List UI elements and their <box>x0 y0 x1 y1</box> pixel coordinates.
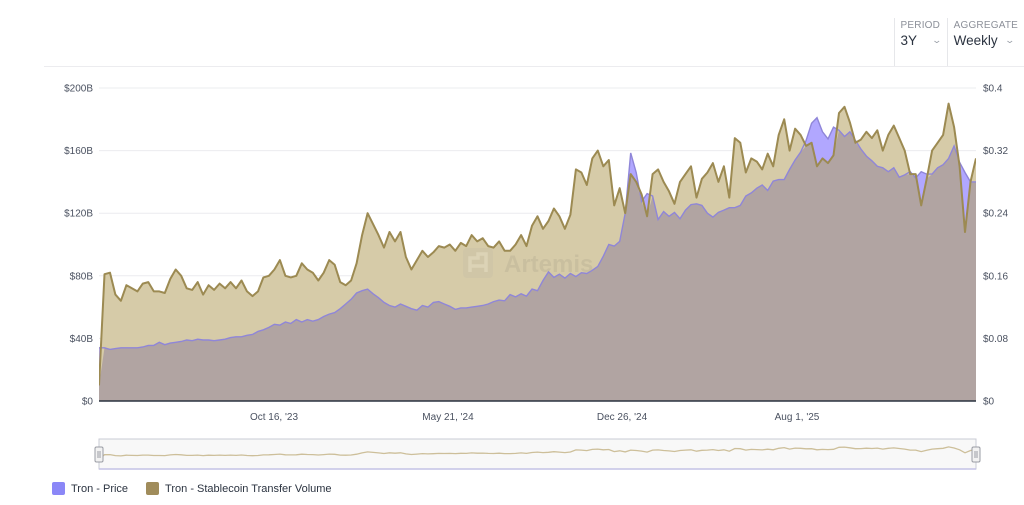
svg-text:$40B: $40B <box>70 334 94 345</box>
svg-text:$0: $0 <box>82 397 94 408</box>
legend-item-volume[interactable]: Tron - Stablecoin Transfer Volume <box>146 482 332 495</box>
y-axis-left: $0 $40B $80B $120B $160B $200B <box>64 84 93 408</box>
navigator-frame <box>98 438 977 470</box>
aggregate-select[interactable]: AGGREGATE Weekly ⌄ <box>946 18 1024 66</box>
x-axis: Oct 16, '23 May 21, '24 Dec 26, '24 Aug 1, … <box>250 412 820 423</box>
legend-label: Tron - Price <box>71 482 129 495</box>
chart-controls: PERIOD 3Y ⌄ AGGREGATE Weekly ⌄ <box>893 18 1024 66</box>
aggregate-value: Weekly <box>953 33 998 48</box>
period-value: 3Y <box>900 33 918 48</box>
navigator-series <box>98 446 977 461</box>
svg-text:Oct 16, '23: Oct 16, '23 <box>250 412 298 423</box>
range-navigator[interactable] <box>94 438 981 470</box>
chevron-down-icon: ⌄ <box>1004 35 1015 45</box>
svg-text:$0.08: $0.08 <box>983 334 1008 345</box>
legend-item-price[interactable]: Tron - Price <box>52 482 128 495</box>
period-label: PERIOD <box>900 20 941 31</box>
legend-label: Tron - Stablecoin Transfer Volume <box>165 482 332 495</box>
svg-text:$0.32: $0.32 <box>983 146 1008 157</box>
overlap-area <box>99 130 976 401</box>
navigator-right-handle[interactable] <box>971 446 981 463</box>
period-select[interactable]: PERIOD 3Y ⌄ <box>893 18 947 66</box>
navigator-left-handle[interactable] <box>94 446 104 463</box>
legend: Tron - Price Tron - Stablecoin Transfer … <box>52 482 332 495</box>
legend-swatch-volume <box>146 482 160 495</box>
svg-text:$0: $0 <box>983 397 995 408</box>
chevron-down-icon: ⌄ <box>931 35 943 45</box>
svg-text:Dec 26, '24: Dec 26, '24 <box>597 412 648 423</box>
plot-area[interactable] <box>99 102 1003 401</box>
artemis-logo-icon <box>463 248 493 278</box>
watermark: Artemis <box>463 248 593 278</box>
watermark-text: Artemis <box>504 251 593 278</box>
svg-text:$120B: $120B <box>64 209 93 220</box>
header-divider <box>44 66 1024 67</box>
legend-swatch-price <box>52 482 65 495</box>
volume-line <box>99 102 976 386</box>
y-axis-right: $0 $0.08 $0.16 $0.24 $0.32 $0.4 <box>983 84 1008 408</box>
svg-text:$160B: $160B <box>64 146 93 157</box>
svg-text:$80B: $80B <box>70 271 94 282</box>
svg-text:$0.4: $0.4 <box>983 84 1003 95</box>
svg-text:May 21, '24: May 21, '24 <box>422 412 474 423</box>
svg-text:Aug 1, '25: Aug 1, '25 <box>775 412 820 423</box>
chart-canvas: $0$40B$80B$120B$160B$200B $0$0.08$0.16$0… <box>64 84 1008 470</box>
svg-text:$0.16: $0.16 <box>983 271 1008 282</box>
aggregate-label: AGGREGATE <box>953 20 1018 31</box>
svg-text:$0.24: $0.24 <box>983 209 1008 220</box>
svg-text:$200B: $200B <box>64 84 93 95</box>
